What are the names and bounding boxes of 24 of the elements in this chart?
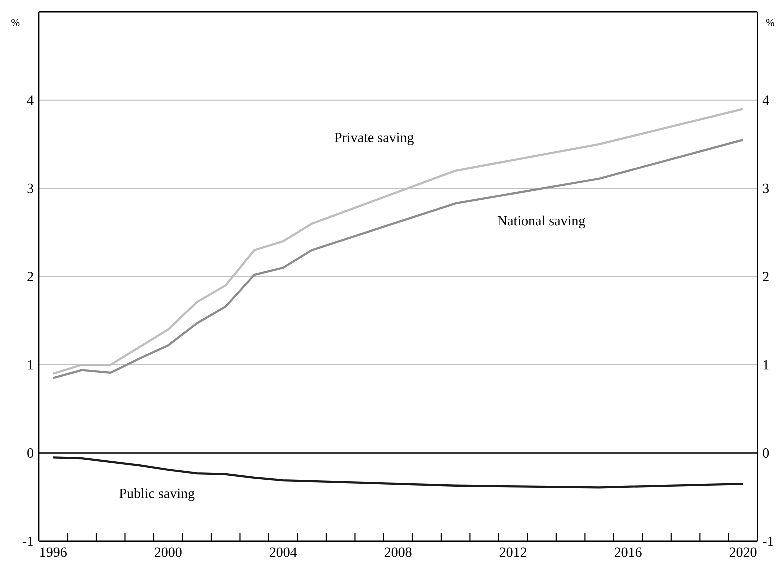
y-tick-label: 3 <box>28 184 34 194</box>
y2-tick-label: 3 <box>763 184 770 194</box>
y-tick-label: 0 <box>28 448 34 458</box>
y-tick-label: 1 <box>28 360 34 370</box>
x-tick-label: 2008 <box>384 548 412 558</box>
series-label: National saving <box>498 216 586 229</box>
x-tick-label: 2012 <box>500 548 527 558</box>
text: Private saving <box>334 133 414 146</box>
y2-tick-label: 0 <box>763 448 770 458</box>
y2-axis-title: % <box>766 19 774 26</box>
y2-tick-label: 4 <box>762 96 770 105</box>
y-axis-title: % <box>12 19 20 26</box>
y2-tick-label: -1 <box>763 536 774 546</box>
y-tick-label: 4 <box>27 96 34 105</box>
y2-tick-label: 1 <box>764 360 769 370</box>
y-tick-label: -1 <box>22 536 34 546</box>
x-tick-label: 2000 <box>154 548 182 558</box>
x-tick-label: 2020 <box>730 548 757 558</box>
x-tick-label: 2004 <box>270 548 298 558</box>
y-tick-label: 2 <box>28 272 34 282</box>
series-label: Public saving <box>120 488 195 502</box>
x-tick-label: 1996 <box>40 548 67 558</box>
y2-tick-label: 2 <box>763 272 769 282</box>
x-tick-label: 2016 <box>614 548 642 558</box>
